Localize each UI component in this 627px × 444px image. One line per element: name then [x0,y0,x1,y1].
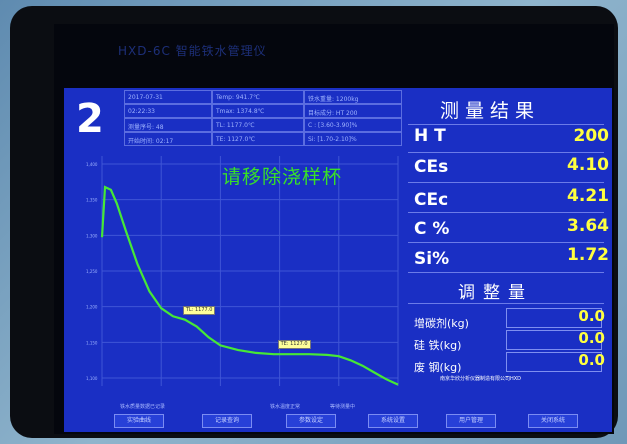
adjust-ferrosilicon-value: 0.0 [578,329,605,347]
y-tick-label: 1,200 [86,305,98,310]
te-cell: TE: 1127.0℃ [212,132,304,146]
tl-annotation: TL: 1177.0 [182,306,216,316]
adjust-scrap-label: 废 钢(kg) [414,361,462,374]
result-si-value: 1.72 [567,245,609,265]
adjust-ferrosilicon-label: 硅 铁(kg) [414,339,462,352]
furnace-number: 2 [76,96,104,142]
result-cec-label: CEc [414,190,449,210]
parameters-button[interactable]: 参数设定 [286,414,336,428]
results-divider [408,212,604,213]
y-tick-label: 1,300 [86,233,98,238]
status-text-2: 铁水温度正常 [270,404,301,410]
results-divider [408,272,604,273]
chart-y-ticks: 1,400 1,350 1,300 1,250 1,200 1,150 1,100 [86,162,398,381]
result-ht-label: H T [414,126,446,146]
system-settings-button[interactable]: 系统设置 [368,414,418,428]
cooling-curve-line [100,185,399,386]
adjust-scrap-value: 0.0 [578,351,605,369]
status-text-3: 等待测量中 [330,404,356,410]
adjust-carburizer-label: 增碳剂(kg) [414,317,469,330]
tl-cell: TL: 1177.0℃ [212,118,304,132]
y-tick-label: 1,150 [86,340,98,345]
main-panel [64,88,612,414]
adjust-carburizer-value: 0.0 [578,307,605,325]
temp-cell: Temp: 941.7℃ [212,90,304,104]
test-number-cell: 测量序号: 48 [124,118,212,132]
instruction-message: 请移除浇样杯 [222,166,343,188]
status-text-1: 铁水质量数据已记录 [120,404,166,410]
time-cell: 02:22:33 [124,104,212,118]
y-tick-label: 1,350 [86,198,98,203]
result-c-value: 3.64 [567,216,609,236]
app-title: HXD-6C 智能铁水管理仪 [118,44,267,58]
result-si-label: Si% [414,249,450,269]
result-c-label: C % [414,219,450,239]
target-grade-cell: 目标成分: HT 200 [304,104,402,118]
result-ces-label: CEs [414,157,449,177]
result-ces-value: 4.10 [567,155,609,175]
start-time-cell: 开始时间: 02:17 [124,132,212,146]
adjust-carburizer-box [506,308,602,328]
close-system-button[interactable]: 关闭系统 [528,414,578,428]
adjust-ferrosilicon-box [506,330,602,350]
date-cell: 2017-07-31 [124,90,212,104]
tmax-cell: Tmax: 1374.8℃ [212,104,304,118]
result-ht-value: 200 [573,126,610,146]
adjustment-divider [408,303,604,304]
results-divider [408,182,604,183]
c-range-cell: C : [3.60-3.90]% [304,118,402,132]
adjustment-heading: 调整量 [458,283,533,303]
y-tick-label: 1,250 [86,269,98,274]
result-cec-value: 4.21 [567,186,609,206]
y-tick-label: 1,400 [86,162,98,167]
te-annotation: TE: 1127.0 [277,340,311,350]
company-label: 南京华欣分析仪器制造有限公司HXD [440,376,522,382]
adjust-scrap-box [506,352,602,372]
results-divider [408,124,604,125]
y-tick-label: 1,100 [86,376,98,381]
user-management-button[interactable]: 用户管理 [446,414,496,428]
si-range-cell: Si: [1.70-2.10]% [304,132,402,146]
results-heading: 测量结果 [440,100,541,122]
results-divider [408,242,604,243]
curve-button[interactable]: 实验曲线 [114,414,164,428]
records-button[interactable]: 记录查询 [202,414,252,428]
results-divider [408,152,604,153]
iron-weight-cell: 铁水重量: 1200kg [304,90,402,104]
